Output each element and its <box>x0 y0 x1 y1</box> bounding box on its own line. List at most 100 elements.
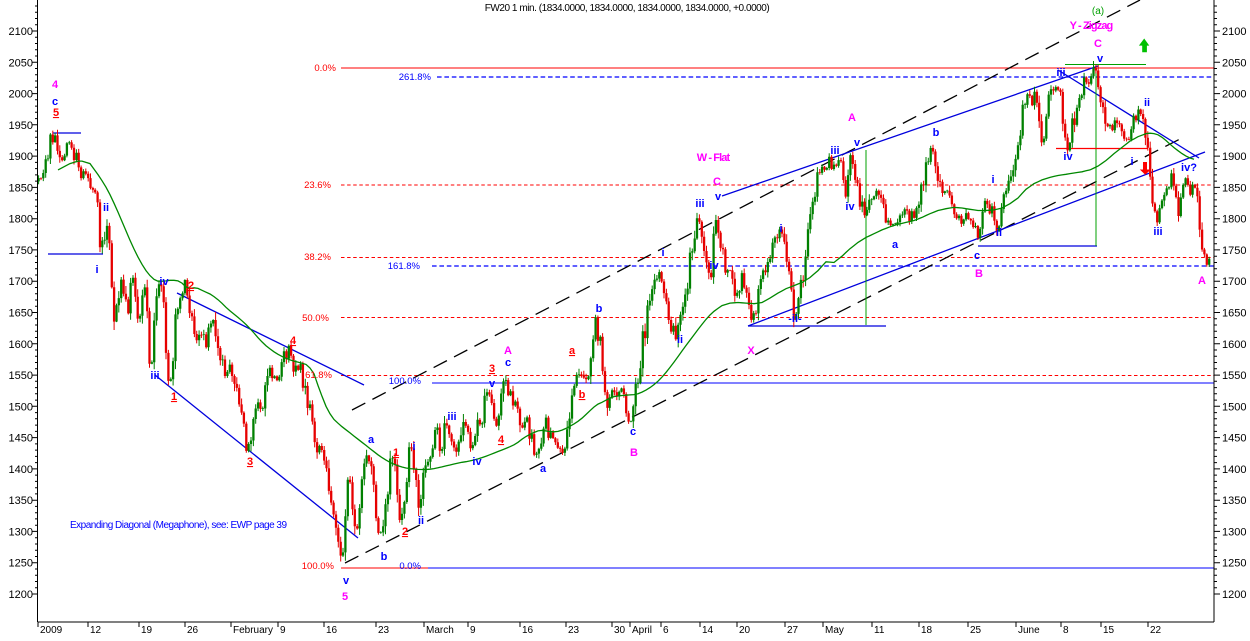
svg-text:1500: 1500 <box>9 401 33 413</box>
svg-text:v: v <box>715 191 722 203</box>
svg-text:30: 30 <box>614 625 626 636</box>
svg-text:23: 23 <box>378 625 390 636</box>
svg-text:6: 6 <box>663 625 669 636</box>
svg-text:12: 12 <box>90 625 102 636</box>
svg-text:1800: 1800 <box>1222 214 1246 226</box>
svg-text:A: A <box>848 112 856 124</box>
svg-text:iv: iv <box>159 276 169 288</box>
svg-text:5: 5 <box>53 107 59 119</box>
svg-text:1900: 1900 <box>9 151 33 163</box>
svg-text:February: February <box>233 625 273 636</box>
svg-text:1750: 1750 <box>9 245 33 257</box>
svg-text:14: 14 <box>702 625 714 636</box>
svg-text:2000: 2000 <box>9 89 33 101</box>
svg-text:1350: 1350 <box>1222 495 1246 507</box>
svg-text:16: 16 <box>522 625 534 636</box>
svg-text:1950: 1950 <box>9 120 33 132</box>
svg-text:i: i <box>779 223 782 235</box>
svg-text:iv: iv <box>1063 151 1073 163</box>
svg-text:c: c <box>630 426 636 438</box>
svg-text:23: 23 <box>568 625 580 636</box>
svg-text:iv?: iv? <box>1181 162 1197 174</box>
svg-text:38.2%: 38.2% <box>304 252 331 263</box>
svg-text:1950: 1950 <box>1222 120 1246 132</box>
svg-text:25: 25 <box>970 625 982 636</box>
svg-text:9: 9 <box>470 625 476 636</box>
svg-text:v: v <box>854 137 861 149</box>
svg-text:1: 1 <box>171 391 177 403</box>
svg-text:0.0%: 0.0% <box>314 63 336 74</box>
svg-text:1600: 1600 <box>1222 339 1246 351</box>
svg-text:1550: 1550 <box>9 370 33 382</box>
svg-text:1250: 1250 <box>9 558 33 570</box>
svg-text:b: b <box>579 389 586 401</box>
svg-text:2050: 2050 <box>9 57 33 69</box>
svg-text:1200: 1200 <box>1222 589 1246 601</box>
svg-text:iv: iv <box>709 260 719 272</box>
svg-text:iv: iv <box>845 201 855 213</box>
svg-text:1550: 1550 <box>1222 370 1246 382</box>
svg-text:15: 15 <box>1103 625 1115 636</box>
svg-text:161.8%: 161.8% <box>388 261 421 272</box>
svg-text:iv: iv <box>472 456 482 468</box>
svg-text:b: b <box>596 303 603 315</box>
svg-text:b: b <box>933 127 940 139</box>
svg-text:1400: 1400 <box>9 464 33 476</box>
svg-text:b: b <box>381 551 388 563</box>
svg-text:C: C <box>1094 38 1102 50</box>
svg-text:23.6%: 23.6% <box>304 180 331 191</box>
svg-text:ii: ii <box>677 334 683 346</box>
svg-text:Expanding Diagonal (Megaphone): Expanding Diagonal (Megaphone), see: EWP… <box>70 520 287 531</box>
svg-text:100.0%: 100.0% <box>389 376 422 387</box>
svg-text:ii: ii <box>103 202 109 214</box>
svg-text:1: 1 <box>393 447 399 459</box>
svg-text:2: 2 <box>402 526 408 538</box>
svg-text:c: c <box>974 250 980 262</box>
svg-text:v: v <box>343 575 350 587</box>
svg-text:C: C <box>713 176 721 188</box>
svg-text:May: May <box>825 625 844 636</box>
svg-text:1350: 1350 <box>9 495 33 507</box>
svg-text:A: A <box>504 345 512 357</box>
svg-text:i: i <box>412 441 415 453</box>
svg-text:ii: ii <box>1144 97 1150 109</box>
svg-text:61.8%: 61.8% <box>305 370 332 381</box>
svg-text:i: i <box>661 247 664 259</box>
svg-text:100.0%: 100.0% <box>302 561 335 572</box>
svg-text:v: v <box>1097 53 1104 65</box>
svg-text:1850: 1850 <box>1222 182 1246 194</box>
svg-text:2000: 2000 <box>1222 89 1246 101</box>
svg-text:27: 27 <box>787 625 799 636</box>
svg-text:19: 19 <box>141 625 153 636</box>
svg-text:11: 11 <box>874 625 885 636</box>
svg-text:iii: iii <box>1056 67 1065 79</box>
svg-text:i: i <box>95 264 98 276</box>
svg-text:2009: 2009 <box>40 625 63 636</box>
svg-text:a: a <box>540 463 547 475</box>
svg-text:1650: 1650 <box>9 308 33 320</box>
svg-text:a: a <box>892 239 899 251</box>
svg-text:16: 16 <box>326 625 338 636</box>
svg-text:4: 4 <box>52 79 59 91</box>
svg-text:1600: 1600 <box>9 339 33 351</box>
svg-text:1400: 1400 <box>1222 464 1246 476</box>
svg-text:26: 26 <box>187 625 199 636</box>
svg-text:X: X <box>747 345 755 357</box>
svg-text:iii: iii <box>830 145 839 157</box>
svg-text:i: i <box>1130 156 1133 168</box>
svg-text:A: A <box>1198 275 1206 287</box>
svg-text:April: April <box>632 625 652 636</box>
svg-text:c: c <box>505 357 511 369</box>
svg-text:5: 5 <box>342 591 348 603</box>
svg-text:8: 8 <box>1063 625 1069 636</box>
svg-text:ii: ii <box>418 515 424 527</box>
svg-text:-ii-: -ii- <box>788 313 802 325</box>
svg-text:2100: 2100 <box>1222 26 1246 38</box>
svg-text:22: 22 <box>1150 625 1162 636</box>
svg-text:Y - Zigzag: Y - Zigzag <box>1070 20 1113 32</box>
svg-text:50.0%: 50.0% <box>302 313 329 324</box>
svg-text:B: B <box>975 268 983 280</box>
svg-text:March: March <box>426 625 454 636</box>
svg-text:4: 4 <box>498 434 505 446</box>
svg-text:0.0%: 0.0% <box>399 561 421 572</box>
